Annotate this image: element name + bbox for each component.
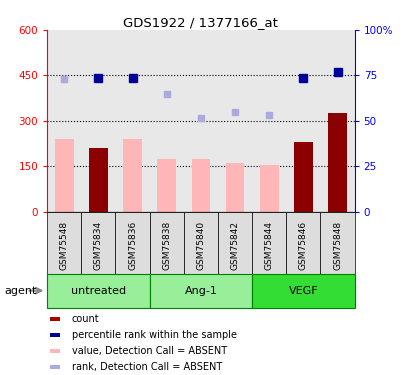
Bar	[191, 159, 210, 212]
Title: GDS1922 / 1377166_at: GDS1922 / 1377166_at	[123, 16, 278, 29]
Bar	[285, 30, 320, 212]
Bar	[320, 30, 354, 212]
Bar	[252, 30, 285, 212]
Bar	[149, 212, 183, 274]
Text: GSM75844: GSM75844	[264, 221, 273, 270]
Bar	[50, 318, 60, 321]
Text: GSM75548: GSM75548	[60, 221, 69, 270]
Bar	[259, 165, 278, 212]
Bar	[252, 274, 354, 308]
Bar	[47, 30, 81, 212]
Text: GSM75838: GSM75838	[162, 221, 171, 270]
Text: agent: agent	[4, 286, 36, 296]
Text: percentile rank within the sample: percentile rank within the sample	[72, 330, 236, 340]
Text: GSM75842: GSM75842	[230, 221, 239, 270]
Bar	[149, 274, 252, 308]
Bar	[81, 212, 115, 274]
Text: value, Detection Call = ABSENT: value, Detection Call = ABSENT	[72, 346, 226, 356]
Bar	[50, 333, 60, 337]
Text: VEGF: VEGF	[288, 286, 317, 296]
Bar	[183, 30, 218, 212]
Bar	[50, 350, 60, 353]
Text: GSM75836: GSM75836	[128, 221, 137, 270]
Bar	[218, 30, 252, 212]
Bar	[293, 142, 312, 212]
Text: GSM75840: GSM75840	[196, 221, 205, 270]
Bar	[55, 139, 74, 212]
Bar	[81, 30, 115, 212]
Bar	[115, 212, 149, 274]
Bar	[252, 212, 285, 274]
Bar	[218, 212, 252, 274]
Bar	[123, 139, 142, 212]
Bar	[115, 30, 149, 212]
Bar	[225, 163, 244, 212]
Bar	[320, 212, 354, 274]
Text: untreated: untreated	[71, 286, 126, 296]
Text: GSM75834: GSM75834	[94, 221, 103, 270]
Text: GSM75846: GSM75846	[298, 221, 307, 270]
Bar	[285, 212, 320, 274]
Bar	[183, 212, 218, 274]
Text: Ang-1: Ang-1	[184, 286, 217, 296]
Bar	[47, 274, 149, 308]
Bar	[157, 159, 176, 212]
Text: GSM75848: GSM75848	[332, 221, 341, 270]
Bar	[89, 148, 108, 212]
Bar	[327, 113, 346, 212]
Bar	[47, 212, 81, 274]
Text: rank, Detection Call = ABSENT: rank, Detection Call = ABSENT	[72, 362, 221, 372]
Bar	[149, 30, 183, 212]
Text: count: count	[72, 314, 99, 324]
Bar	[50, 365, 60, 369]
